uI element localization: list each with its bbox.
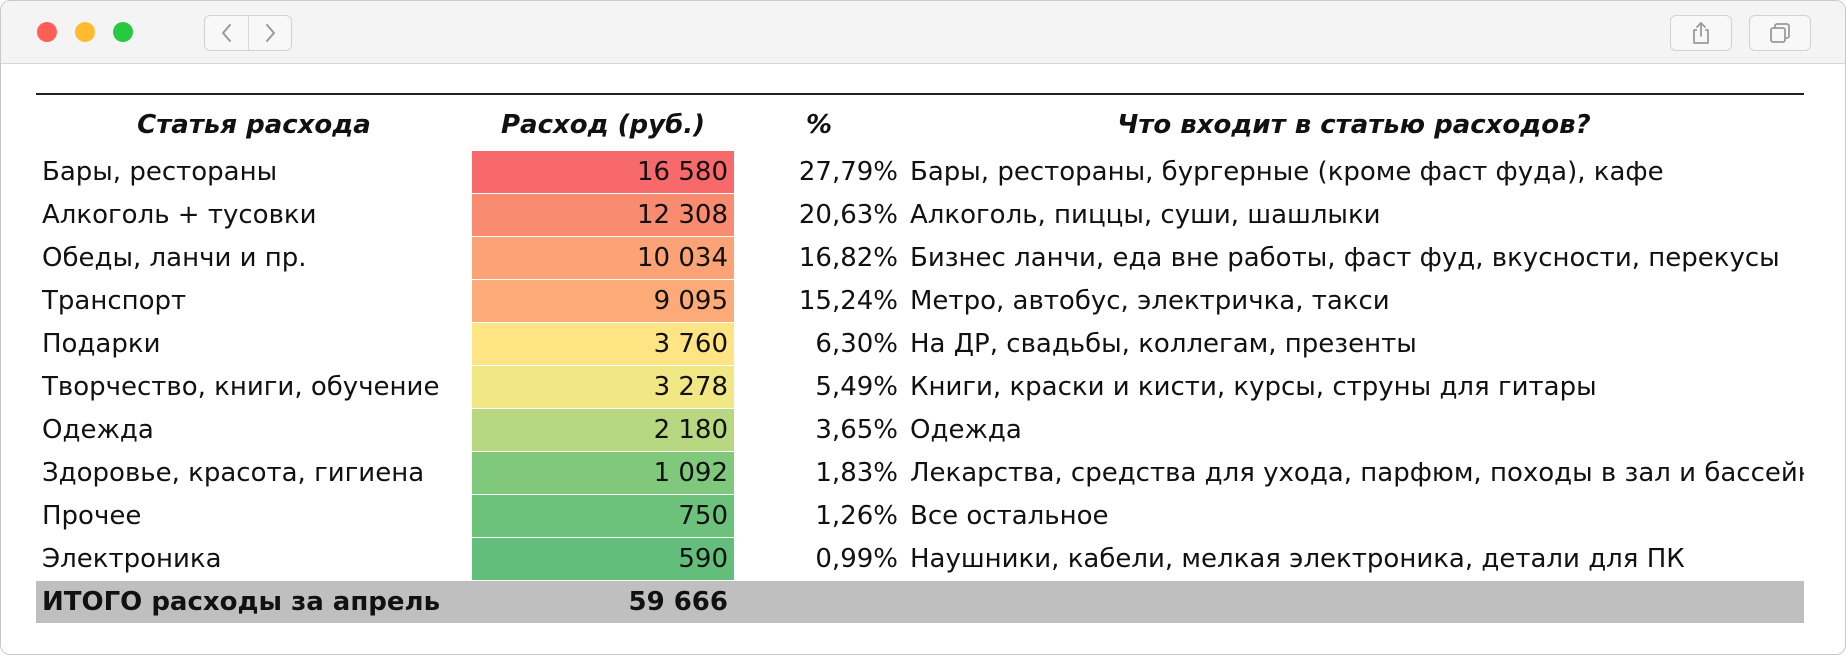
row-amount: 750 <box>472 495 734 538</box>
row-amount: 16 580 <box>472 151 734 194</box>
row-description: Лекарства, средства для ухода, парфюм, п… <box>904 452 1804 495</box>
row-amount: 3 278 <box>472 366 734 409</box>
header-description: Что входит в статью расходов? <box>904 99 1804 151</box>
row-description: Книги, краски и кисти, курсы, струны для… <box>904 366 1804 409</box>
table-row: Алкоголь + тусовки 12 308 20,63% Алкоголь, … <box>36 194 1804 237</box>
row-percent: 3,65% <box>734 409 904 452</box>
row-description: Бары, рестораны, бургерные (кроме фаст ф… <box>904 151 1804 194</box>
row-percent: 15,24% <box>734 280 904 323</box>
table-top-border <box>36 93 1804 95</box>
row-amount: 10 034 <box>472 237 734 280</box>
tabs-overview-button[interactable] <box>1749 15 1811 51</box>
tabs-icon <box>1769 22 1791 44</box>
header-category: Статья расхода <box>36 99 472 151</box>
close-window-button[interactable] <box>37 22 57 42</box>
table-row: Здоровье, красота, гигиена 1 092 1,83% Лека… <box>36 452 1804 495</box>
row-amount: 2 180 <box>472 409 734 452</box>
chevron-left-icon <box>220 23 234 43</box>
back-button[interactable] <box>205 16 249 50</box>
row-description: Наушники, кабели, мелкая электроника, де… <box>904 538 1804 581</box>
share-icon <box>1691 21 1711 45</box>
total-description-empty <box>904 581 1804 624</box>
row-percent: 27,79% <box>734 151 904 194</box>
row-category: Алкоголь + тусовки <box>36 194 472 237</box>
total-percent-empty <box>734 581 904 624</box>
row-category: Подарки <box>36 323 472 366</box>
table-row: Подарки 3 760 6,30% На ДР, свадьбы, коллега… <box>36 323 1804 366</box>
row-description: Бизнес ланчи, еда вне работы, фаст фуд, … <box>904 237 1804 280</box>
total-row: ИТОГО расходы за апрель 59 666 <box>36 581 1804 624</box>
minimize-window-button[interactable] <box>75 22 95 42</box>
row-percent: 0,99% <box>734 538 904 581</box>
row-amount: 1 092 <box>472 452 734 495</box>
row-description: Одежда <box>904 409 1804 452</box>
row-category: Электроника <box>36 538 472 581</box>
row-category: Творчество, книги, обучение <box>36 366 472 409</box>
row-percent: 5,49% <box>734 366 904 409</box>
table-row: Обеды, ланчи и пр. 10 034 16,82% Бизнес лан… <box>36 237 1804 280</box>
table-header-row: Статья расхода Расход (руб.) % Что входи… <box>36 99 1804 151</box>
row-category: Обеды, ланчи и пр. <box>36 237 472 280</box>
total-amount: 59 666 <box>472 581 734 624</box>
row-percent: 20,63% <box>734 194 904 237</box>
row-amount: 12 308 <box>472 194 734 237</box>
table-row: Электроника 590 0,99% Наушники, кабели, мел… <box>36 538 1804 581</box>
zoom-window-button[interactable] <box>113 22 133 42</box>
navigation-buttons <box>204 15 292 51</box>
row-category: Одежда <box>36 409 472 452</box>
row-percent: 6,30% <box>734 323 904 366</box>
row-category: Бары, рестораны <box>36 151 472 194</box>
row-category: Транспорт <box>36 280 472 323</box>
row-percent: 1,26% <box>734 495 904 538</box>
table-row: Прочее 750 1,26% Все остальное <box>36 495 1804 538</box>
row-category: Прочее <box>36 495 472 538</box>
table-row: Транспорт 9 095 15,24% Метро, автобус, элек… <box>36 280 1804 323</box>
table-row: Творчество, книги, обучение 3 278 5,49% Кни… <box>36 366 1804 409</box>
chevron-right-icon <box>263 23 277 43</box>
table-row: Одежда 2 180 3,65% Одежда <box>36 409 1804 452</box>
row-percent: 1,83% <box>734 452 904 495</box>
row-percent: 16,82% <box>734 237 904 280</box>
row-description: Алкоголь, пиццы, суши, шашлыки <box>904 194 1804 237</box>
row-category: Здоровье, красота, гигиена <box>36 452 472 495</box>
row-amount: 3 760 <box>472 323 734 366</box>
row-description: Метро, автобус, электричка, такси <box>904 280 1804 323</box>
row-amount: 9 095 <box>472 280 734 323</box>
expenses-table: Статья расхода Расход (руб.) % Что входи… <box>36 99 1804 623</box>
header-percent: % <box>734 99 904 151</box>
row-amount: 590 <box>472 538 734 581</box>
forward-button[interactable] <box>248 16 291 50</box>
title-bar <box>1 1 1845 64</box>
share-button[interactable] <box>1670 15 1732 51</box>
row-description: На ДР, свадьбы, коллегам, презенты <box>904 323 1804 366</box>
page-content: Статья расхода Расход (руб.) % Что входи… <box>1 64 1845 654</box>
header-amount: Расход (руб.) <box>472 99 734 151</box>
total-label: ИТОГО расходы за апрель <box>36 581 472 624</box>
row-description: Все остальное <box>904 495 1804 538</box>
table-row: Бары, рестораны 16 580 27,79% Бары, рестора… <box>36 151 1804 194</box>
